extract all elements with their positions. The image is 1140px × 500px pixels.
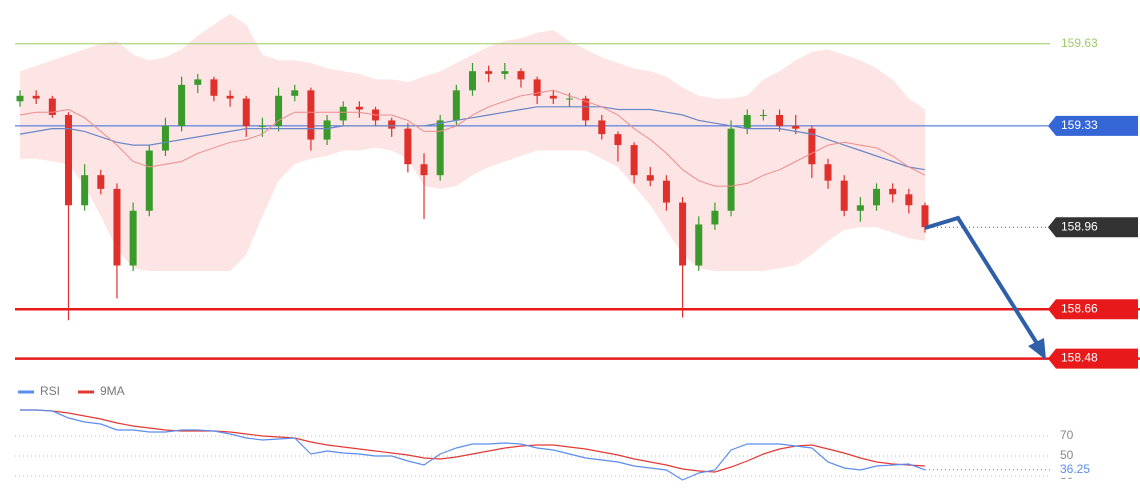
candle-body	[226, 95, 234, 99]
arrow-head	[1028, 338, 1046, 360]
ma-slow	[19, 106, 926, 171]
candle-body	[161, 125, 169, 151]
candle-body	[840, 180, 848, 211]
candle-body	[145, 150, 153, 211]
ma-fast	[19, 89, 926, 187]
level-label: 158.66	[1061, 301, 1098, 315]
candle-body	[242, 98, 250, 126]
candle-body	[129, 210, 137, 266]
candle-body	[404, 128, 412, 165]
candle-body	[792, 125, 800, 129]
rsi-tick-label: 70	[1060, 428, 1074, 442]
rsi-line	[20, 409, 926, 473]
rsi-label-bg	[1056, 461, 1106, 478]
level-label: 158.96	[1061, 219, 1098, 233]
candle-body	[194, 79, 202, 85]
candle-body	[582, 98, 590, 121]
candle-body	[873, 188, 881, 206]
rsi-tick-label: 50	[1060, 448, 1074, 462]
candle-body	[178, 84, 186, 126]
candle-body	[64, 114, 72, 206]
legend-label: 9MA	[100, 384, 125, 398]
forecast-arrow	[924, 215, 1040, 347]
candle-body	[565, 98, 573, 100]
candle-body	[921, 205, 929, 228]
candle-body	[808, 128, 816, 165]
level-label: 158.48	[1061, 351, 1098, 365]
candle-body	[113, 188, 121, 266]
candle-body	[258, 125, 266, 127]
candle-body	[275, 95, 283, 126]
candle-body	[727, 128, 735, 211]
candle-body	[614, 134, 622, 146]
legend-label: RSI	[40, 384, 60, 398]
candle-body	[81, 175, 89, 206]
level-tag	[1048, 217, 1138, 238]
candle-body	[339, 106, 347, 121]
candle-body	[323, 120, 331, 140]
candle-body	[759, 114, 767, 116]
candle-body	[291, 90, 299, 96]
candle-body	[420, 164, 428, 176]
candle-body	[452, 90, 460, 121]
candle-body	[48, 98, 56, 115]
level-label: 159.63	[1061, 36, 1098, 50]
candle-body	[32, 95, 40, 99]
candle-body	[776, 114, 784, 126]
candle-body	[905, 194, 913, 206]
candle-body	[469, 71, 476, 91]
candle-body	[743, 114, 751, 129]
candle-body	[695, 224, 703, 266]
candle-body	[711, 210, 719, 225]
candle-body	[307, 90, 315, 140]
candle-body	[646, 175, 654, 181]
candle-body	[824, 164, 832, 181]
candle-body	[355, 106, 363, 110]
candle-body	[630, 145, 638, 176]
candle-body	[16, 95, 24, 102]
candle-body	[97, 175, 105, 189]
candle-body	[533, 79, 541, 96]
candle-body	[388, 120, 396, 129]
candle-body	[889, 188, 897, 195]
level-label: 159.33	[1061, 118, 1098, 132]
candle-body	[856, 205, 864, 211]
candle-body	[679, 202, 687, 266]
candle-body	[517, 71, 525, 80]
level-tag	[1048, 115, 1138, 136]
candle-body	[501, 71, 509, 74]
rsi-line	[20, 409, 926, 481]
candle-body	[436, 120, 444, 176]
level-tag	[1048, 299, 1138, 320]
bollinger-band	[20, 13, 925, 271]
level-tag	[1048, 348, 1138, 369]
candle-body	[549, 95, 557, 99]
rsi-last-label: 36.25	[1060, 462, 1090, 476]
candle-body	[210, 79, 218, 96]
candle-body	[662, 180, 670, 203]
candle-body	[485, 71, 493, 74]
candle-body	[598, 120, 606, 135]
